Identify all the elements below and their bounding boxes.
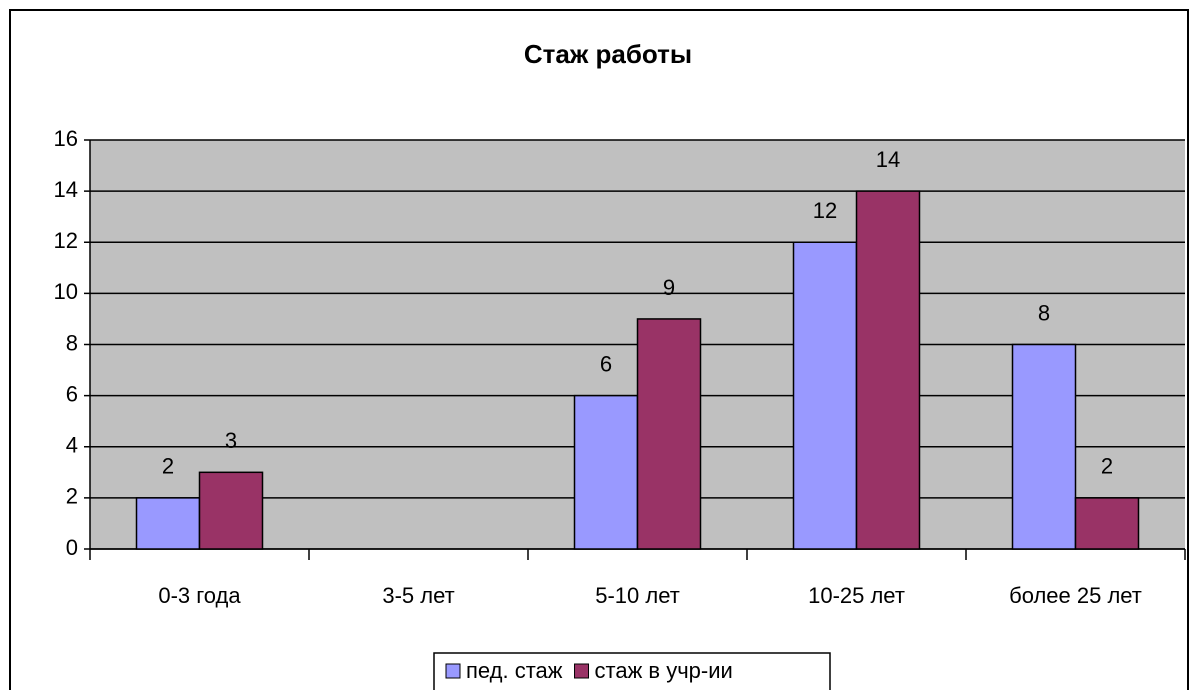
x-tick-label: 0-3 года (158, 583, 241, 608)
bar (198, 471, 264, 550)
legend-label: стаж в учр-ии (595, 658, 733, 683)
bar (636, 318, 702, 550)
x-tick-label: 5-10 лет (595, 583, 680, 608)
y-tick-label: 16 (54, 126, 78, 151)
x-tick-label: 3-5 лет (382, 583, 454, 608)
bar (1074, 497, 1140, 550)
value-label: 9 (663, 275, 675, 300)
chart-title: Стаж работы (524, 39, 692, 69)
bar (855, 190, 921, 550)
x-tick-label: 10-25 лет (808, 583, 905, 608)
y-tick-label: 10 (54, 279, 78, 304)
x-tick-label: более 25 лет (1009, 583, 1142, 608)
value-label: 12 (813, 198, 837, 223)
y-tick-label: 2 (66, 484, 78, 509)
value-label: 2 (162, 454, 174, 479)
y-tick-label: 6 (66, 381, 78, 406)
y-tick-label: 8 (66, 330, 78, 355)
legend (433, 652, 831, 690)
legend-label: пед. стаж (466, 658, 563, 683)
bar (792, 241, 858, 550)
y-tick-label: 14 (54, 177, 78, 202)
value-label: 6 (600, 351, 612, 376)
bar (135, 497, 201, 550)
legend-swatch (574, 663, 590, 679)
value-label: 2 (1101, 454, 1113, 479)
y-tick-label: 0 (66, 535, 78, 560)
bar (573, 394, 639, 550)
legend-swatch (445, 663, 461, 679)
bar (1011, 343, 1077, 550)
value-label: 14 (876, 147, 900, 172)
y-tick-label: 12 (54, 228, 78, 253)
value-label: 3 (225, 428, 237, 453)
y-tick-label: 4 (66, 433, 78, 458)
value-label: 8 (1038, 300, 1050, 325)
